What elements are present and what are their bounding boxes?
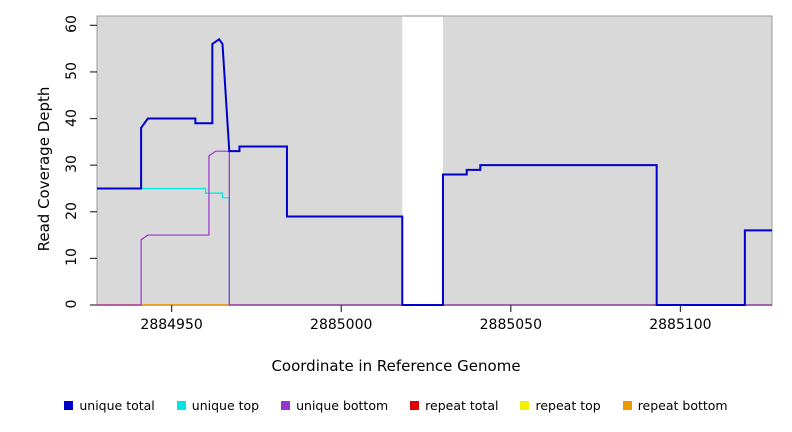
legend-swatch-icon bbox=[410, 401, 420, 410]
legend-item-repeat-total[interactable]: repeat total bbox=[410, 398, 498, 413]
legend-item-repeat-top[interactable]: repeat top bbox=[520, 398, 601, 413]
y-tick-label: 60 bbox=[64, 15, 80, 34]
legend-item-repeat-bottom[interactable]: repeat bottom bbox=[622, 398, 728, 413]
legend-swatch-icon bbox=[281, 401, 291, 410]
x-axis-title: Coordinate in Reference Genome bbox=[271, 357, 521, 375]
x-tick-label: 2884950 bbox=[140, 317, 203, 333]
x-tick-label: 2885000 bbox=[310, 317, 373, 333]
legend-swatch-icon bbox=[520, 401, 530, 410]
legend-label: repeat bottom bbox=[637, 398, 728, 413]
legend-item-unique-bottom[interactable]: unique bottom bbox=[281, 398, 388, 413]
legend-label: unique total bbox=[79, 398, 155, 413]
legend-item-unique-total[interactable]: unique total bbox=[64, 398, 155, 413]
legend-label: unique top bbox=[191, 398, 260, 413]
y-tick-label: 30 bbox=[64, 155, 80, 174]
chart-legend: unique total unique top unique bottom repea… bbox=[0, 398, 792, 413]
x-tick-label: 2885050 bbox=[479, 317, 542, 333]
legend-label: unique bottom bbox=[296, 398, 389, 413]
series-unique-total bbox=[97, 37, 772, 306]
legend-swatch-icon bbox=[176, 401, 186, 410]
no-data-gap-band bbox=[402, 16, 443, 305]
y-tick-label: 40 bbox=[64, 108, 80, 127]
y-tick-label: 20 bbox=[64, 201, 80, 220]
legend-label: repeat total bbox=[425, 398, 499, 413]
x-tick-label: 2885100 bbox=[649, 317, 712, 333]
y-tick-label: 0 bbox=[64, 299, 80, 309]
y-tick-label: 10 bbox=[64, 248, 80, 267]
legend-swatch-icon bbox=[622, 401, 632, 410]
legend-label: repeat top bbox=[535, 398, 601, 413]
y-tick-label: 50 bbox=[64, 62, 80, 80]
legend-item-unique-top[interactable]: unique top bbox=[176, 398, 260, 413]
series-unique-bottom bbox=[97, 150, 772, 306]
legend-swatch-icon bbox=[64, 401, 74, 410]
